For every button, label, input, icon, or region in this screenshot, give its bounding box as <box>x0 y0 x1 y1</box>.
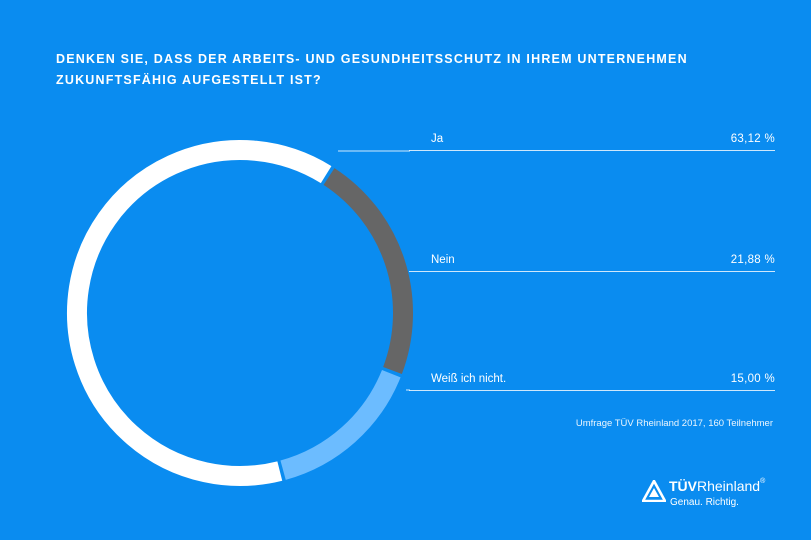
legend-divider <box>409 150 775 151</box>
legend-value-nein: 21,88 % <box>730 254 775 266</box>
legend-label-nein: Nein <box>431 254 455 266</box>
legend-value-ja: 63,12 % <box>730 133 775 145</box>
tuv-triangle-logo-icon <box>642 480 666 502</box>
legend-row-weiss-nicht: Weiß ich nicht. 15,00 % <box>409 373 775 393</box>
logo-brand: TÜVRheinland® <box>669 478 765 494</box>
logo-brand-light: Rheinland <box>697 478 761 494</box>
chart-title-line-2: ZUKUNFTSFÄHIG AUFGESTELLT IST? <box>56 73 322 87</box>
donut-slice-nein <box>323 168 413 375</box>
legend-label-weiss-nicht: Weiß ich nicht. <box>431 373 507 385</box>
legend-divider <box>409 390 775 391</box>
legend-label-ja: Ja <box>431 133 444 145</box>
logo-tagline: Genau. Richtig. <box>670 497 739 508</box>
source-note: Umfrage TÜV Rheinland 2017, 160 Teilnehm… <box>575 418 773 429</box>
chart-title-line-1: DENKEN SIE, DASS DER ARBEITS- UND GESUND… <box>56 52 688 66</box>
donut-slice-ja <box>67 140 332 486</box>
legend-divider <box>409 271 775 272</box>
donut-slice-weiss-nicht <box>280 369 401 480</box>
legend-row-nein: Nein 21,88 % <box>409 254 775 274</box>
logo-brand-bold: TÜV <box>669 478 697 494</box>
legend-value-weiss-nicht: 15,00 % <box>730 373 775 385</box>
legend-row-ja: Ja 63,12 % <box>409 133 775 153</box>
tuv-rheinland-logo: TÜVRheinland® Genau. Richtig. <box>642 478 782 518</box>
logo-registered-mark: ® <box>760 478 766 485</box>
chart-title: DENKEN SIE, DASS DER ARBEITS- UND GESUND… <box>56 49 756 91</box>
